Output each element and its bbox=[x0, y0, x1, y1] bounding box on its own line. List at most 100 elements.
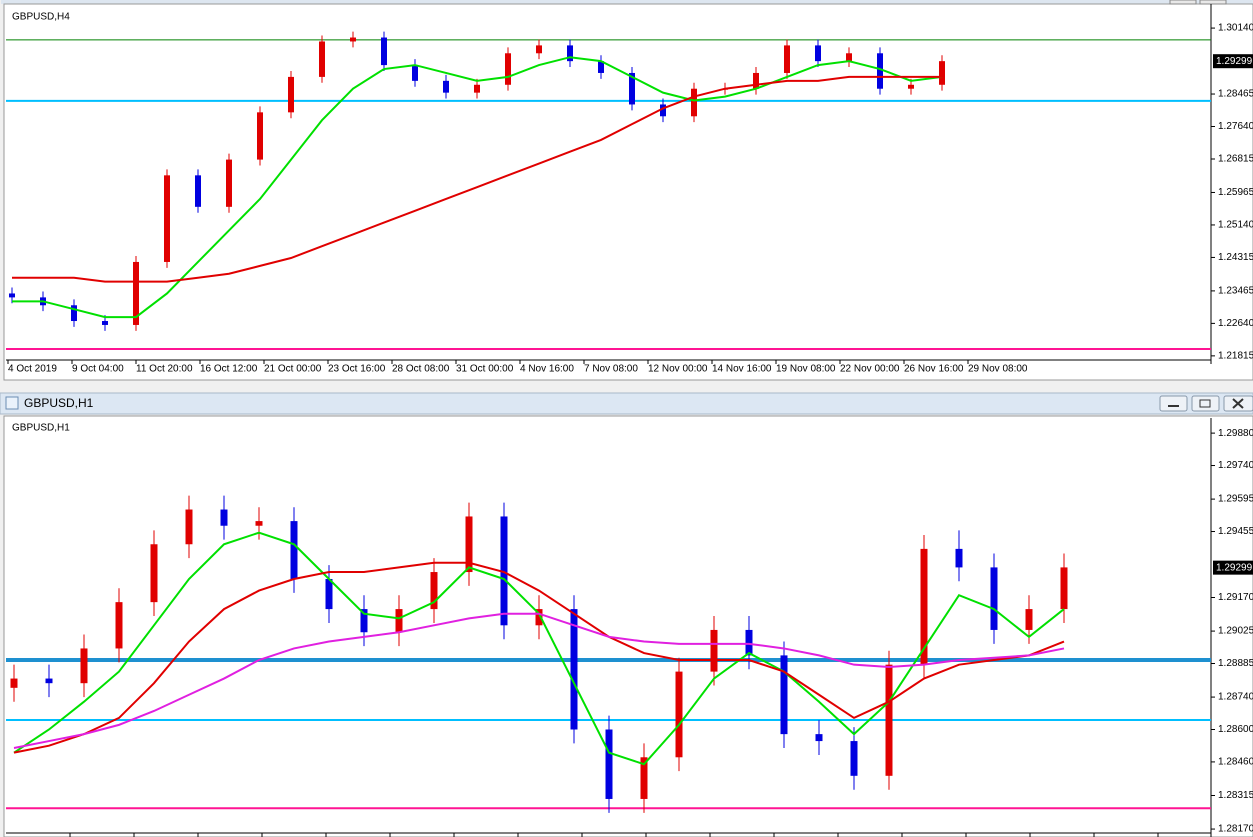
x-tick-label: 19 Nov 08:00 bbox=[776, 364, 836, 375]
candle-body bbox=[80, 648, 88, 684]
y-tick-label: 1.29595 bbox=[1218, 494, 1253, 505]
y-tick-label: 1.25965 bbox=[1218, 187, 1253, 198]
moving-average bbox=[13, 612, 1065, 750]
candle-body bbox=[570, 609, 578, 730]
candle-body bbox=[226, 159, 232, 207]
candle-body bbox=[150, 544, 158, 603]
candle-body bbox=[10, 678, 18, 688]
candle-body bbox=[846, 53, 852, 62]
candle-body bbox=[629, 72, 635, 105]
candle-body bbox=[164, 175, 170, 262]
window-title-bar bbox=[0, 392, 1253, 415]
x-tick-label: 26 Nov 16:00 bbox=[904, 364, 964, 375]
candle-body bbox=[745, 629, 753, 656]
x-tick-label: 28 Oct 08:00 bbox=[392, 364, 450, 375]
x-tick-label: 7 Nov 08:00 bbox=[584, 364, 638, 375]
x-tick-label: 14 Nov 16:00 bbox=[712, 364, 772, 375]
current-price-label: 1.29299 bbox=[1216, 56, 1253, 67]
y-tick-label: 1.23465 bbox=[1218, 286, 1253, 297]
x-tick-label: 16 Oct 12:00 bbox=[200, 364, 258, 375]
candle-body bbox=[257, 112, 263, 160]
candle-body bbox=[395, 609, 403, 633]
candle-body bbox=[474, 84, 480, 93]
candle-body bbox=[290, 521, 298, 579]
window-title: GBPUSD,H1 bbox=[24, 396, 94, 410]
candle-body bbox=[939, 61, 945, 85]
candle-body bbox=[115, 602, 123, 649]
candle-body bbox=[605, 729, 613, 799]
candle-body bbox=[45, 678, 53, 684]
candle-body bbox=[71, 305, 77, 322]
candle-body bbox=[850, 741, 858, 776]
chart-title: GBPUSD,H4 bbox=[12, 12, 70, 23]
x-tick-label: 4 Nov 16:00 bbox=[520, 364, 574, 375]
current-price-box bbox=[1213, 54, 1253, 69]
candle-body bbox=[908, 84, 914, 89]
candle-body bbox=[990, 567, 998, 630]
maximize-button[interactable] bbox=[1199, 0, 1227, 5]
y-tick-label: 1.26815 bbox=[1218, 154, 1253, 165]
y-tick-label: 1.28465 bbox=[1218, 89, 1253, 100]
candle-body bbox=[567, 45, 573, 62]
y-tick-label: 1.29455 bbox=[1218, 526, 1253, 537]
candle-body bbox=[877, 53, 883, 89]
y-tick-label: 1.27640 bbox=[1218, 121, 1253, 132]
minimize-button[interactable] bbox=[1159, 395, 1188, 412]
chart-title: GBPUSD,H1 bbox=[12, 423, 70, 434]
candle-body bbox=[185, 509, 193, 545]
candle-body bbox=[500, 516, 508, 626]
candle-body bbox=[350, 37, 356, 42]
candle-body bbox=[920, 548, 928, 665]
y-tick-label: 1.29025 bbox=[1218, 626, 1253, 637]
x-tick-label: 11 Oct 20:00 bbox=[136, 364, 193, 375]
x-tick-label: 4 Oct 2019 bbox=[8, 364, 57, 375]
candle-body bbox=[955, 548, 963, 568]
y-tick-label: 1.29170 bbox=[1218, 592, 1253, 603]
candle-body bbox=[102, 321, 108, 325]
restore-button[interactable] bbox=[1191, 395, 1220, 412]
window-icon bbox=[5, 396, 19, 410]
candle-body bbox=[691, 88, 697, 117]
candle-body bbox=[536, 45, 542, 54]
y-tick-label: 1.29740 bbox=[1218, 460, 1253, 471]
candle-body bbox=[319, 41, 325, 77]
window-title-bar bbox=[1, 0, 1253, 4]
candle-body bbox=[443, 80, 449, 93]
current-price-label: 1.29299 bbox=[1216, 562, 1253, 573]
x-tick-label: 31 Oct 00:00 bbox=[456, 364, 514, 375]
y-tick-label: 1.24315 bbox=[1218, 252, 1253, 263]
candle-body bbox=[598, 61, 604, 73]
chart-window bbox=[3, 415, 1253, 837]
candle-body bbox=[9, 293, 15, 298]
candle-body bbox=[815, 45, 821, 62]
candle-body bbox=[465, 516, 473, 573]
candle-body bbox=[1060, 567, 1068, 610]
candle-body bbox=[1025, 609, 1033, 630]
moving-average bbox=[12, 75, 942, 283]
y-tick-label: 1.28740 bbox=[1218, 692, 1253, 703]
candle-body bbox=[381, 37, 387, 66]
candle-body bbox=[430, 572, 438, 610]
candle-body bbox=[325, 578, 333, 610]
x-tick-label: 22 Nov 00:00 bbox=[840, 364, 900, 375]
chart-window bbox=[3, 3, 1253, 381]
candle-body bbox=[220, 509, 228, 526]
close-button[interactable] bbox=[1223, 395, 1253, 412]
candle-body bbox=[885, 664, 893, 776]
x-tick-label: 23 Oct 16:00 bbox=[328, 364, 386, 375]
candle-body bbox=[535, 609, 543, 626]
minimize-button[interactable] bbox=[1169, 0, 1197, 5]
y-tick-label: 1.22640 bbox=[1218, 318, 1253, 329]
moving-average bbox=[12, 56, 943, 319]
candle-body bbox=[360, 609, 368, 633]
x-tick-label: 9 Oct 04:00 bbox=[72, 364, 124, 375]
candle-body bbox=[412, 65, 418, 81]
x-tick-label: 12 Nov 00:00 bbox=[648, 364, 708, 375]
candle-body bbox=[133, 261, 139, 325]
candle-body bbox=[710, 629, 718, 672]
y-tick-label: 1.28170 bbox=[1218, 824, 1253, 835]
moving-average bbox=[13, 561, 1065, 754]
candle-body bbox=[255, 521, 263, 526]
candle-body bbox=[784, 45, 790, 73]
